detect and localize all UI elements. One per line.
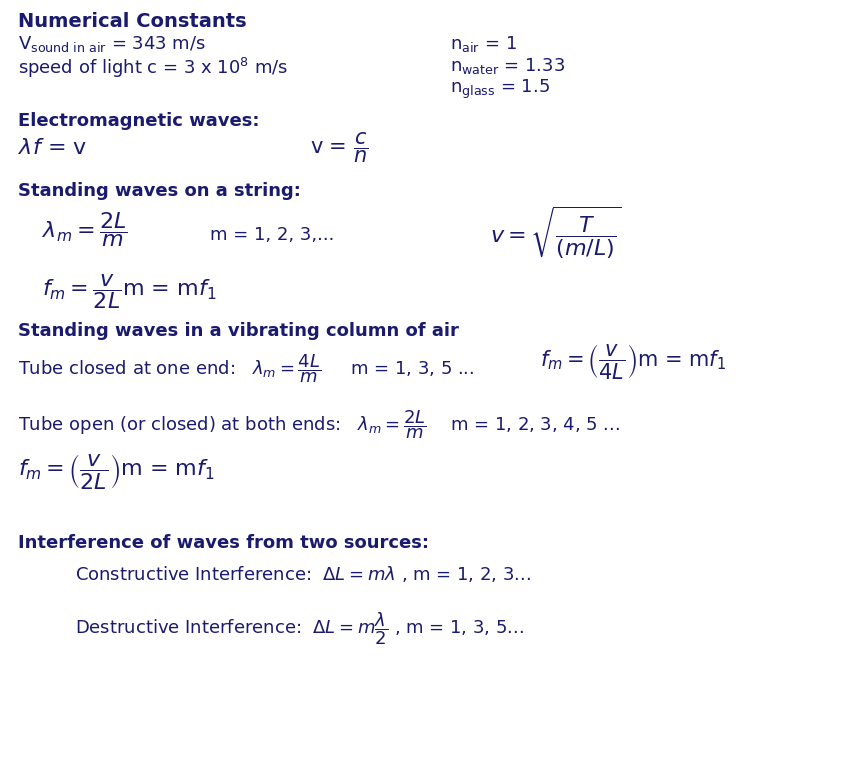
- Text: $f_m = \dfrac{v}{2L}$m = m$f_1$: $f_m = \dfrac{v}{2L}$m = m$f_1$: [42, 272, 216, 311]
- Text: $v = \sqrt{\dfrac{T}{(m/L)}}$: $v = \sqrt{\dfrac{T}{(m/L)}}$: [490, 205, 622, 262]
- Text: $\lambda_m = \dfrac{2L}{m}$: $\lambda_m = \dfrac{2L}{m}$: [42, 210, 128, 249]
- Text: Standing waves on a string:: Standing waves on a string:: [18, 182, 301, 200]
- Text: Electromagnetic waves:: Electromagnetic waves:: [18, 112, 259, 130]
- Text: Standing waves in a vibrating column of air: Standing waves in a vibrating column of …: [18, 322, 459, 340]
- Text: n$_{\mathsf{air}}$ = 1: n$_{\mathsf{air}}$ = 1: [450, 34, 517, 54]
- Text: $f_m = \left(\dfrac{v}{4L}\right)$m = m$f_1$: $f_m = \left(\dfrac{v}{4L}\right)$m = m$…: [540, 342, 726, 381]
- Text: v = $\dfrac{c}{n}$: v = $\dfrac{c}{n}$: [310, 130, 369, 164]
- Text: Destructive Interference:  $\Delta L = m\dfrac{\lambda}{2}$ , m = 1, 3, 5...: Destructive Interference: $\Delta L = m\…: [75, 610, 524, 647]
- Text: n$_{\mathsf{glass}}$ = 1.5: n$_{\mathsf{glass}}$ = 1.5: [450, 78, 550, 101]
- Text: $f_m = \left(\dfrac{v}{2L}\right)$m = m$f_1$: $f_m = \left(\dfrac{v}{2L}\right)$m = m$…: [18, 452, 215, 491]
- Text: Tube open (or closed) at both ends:   $\lambda_m = \dfrac{2L}{m}$    m = 1, 2, 3: Tube open (or closed) at both ends: $\la…: [18, 408, 620, 441]
- Text: m = 1, 2, 3,...: m = 1, 2, 3,...: [210, 226, 334, 244]
- Text: $\lambda f$ = v: $\lambda f$ = v: [18, 138, 88, 158]
- Text: Numerical Constants: Numerical Constants: [18, 12, 247, 31]
- Text: Constructive Interference:  $\Delta L = m\lambda$ , m = 1, 2, 3...: Constructive Interference: $\Delta L = m…: [75, 564, 531, 584]
- Text: n$_{\mathsf{water}}$ = 1.33: n$_{\mathsf{water}}$ = 1.33: [450, 56, 565, 76]
- Text: speed of light c = 3 x 10$^8$ m/s: speed of light c = 3 x 10$^8$ m/s: [18, 56, 288, 80]
- Text: Tube closed at one end:   $\lambda_m = \dfrac{4L}{m}$     m = 1, 3, 5 ...: Tube closed at one end: $\lambda_m = \df…: [18, 352, 474, 384]
- Text: Interference of waves from two sources:: Interference of waves from two sources:: [18, 534, 429, 552]
- Text: V$_{\mathsf{sound\ in\ air}}$ = 343 m/s: V$_{\mathsf{sound\ in\ air}}$ = 343 m/s: [18, 34, 206, 54]
